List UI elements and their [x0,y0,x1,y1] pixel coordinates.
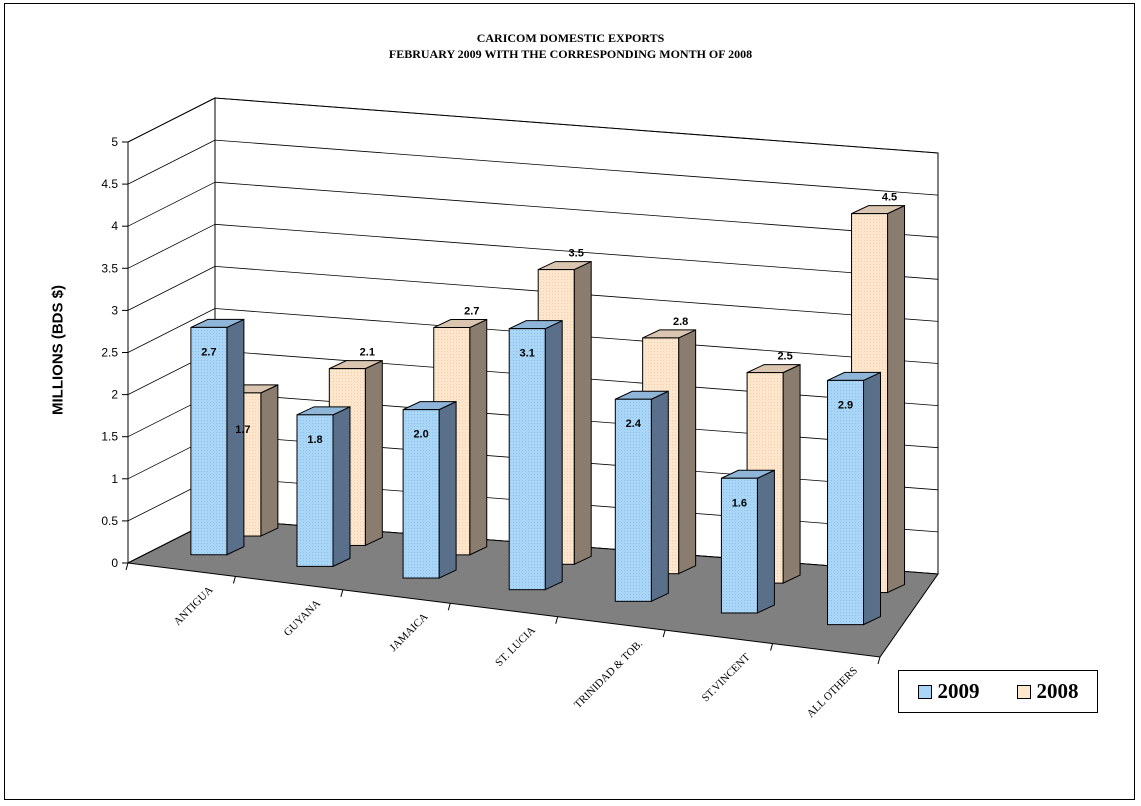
bar-2009-2-side [438,400,457,579]
bar-2009-3-side [544,319,563,591]
y-tick-label: 3 [111,303,118,317]
bar-2009-5-side [756,469,775,614]
bar-2009-6 [827,379,865,626]
gridline-side [127,139,216,185]
data-label-2008: 2.1 [360,347,375,359]
x-tick [125,562,129,571]
data-label-2009: 2.0 [413,429,428,441]
x-tick [232,576,236,584]
bar-2009-4-side [650,390,669,603]
x-category-label: ST.VINCENT [700,651,753,704]
legend-swatch-2009 [917,684,932,699]
gridline-back [214,139,939,196]
legend: 2009 2008 [898,670,1098,713]
y-tick-label: 0.5 [101,514,118,528]
y-tick-label: 4 [111,219,118,233]
x-category-label: JAMAICA [387,611,430,654]
y-tick-label: 2.5 [101,346,118,360]
gridline-side [127,308,216,353]
chart-title-block: CARICOM DOMESTIC EXPORTS FEBRUARY 2009 W… [0,30,1141,62]
gridline-back [214,97,939,154]
data-label-2008: 2.7 [464,306,479,318]
y-tick-label: 4.5 [101,177,118,191]
data-label-2009: 2.7 [201,346,216,358]
gridline-side [127,223,216,269]
bar-2009-4 [614,398,652,602]
bar-2009-0 [190,326,228,556]
bar-2009-1 [296,414,334,567]
bar-2008-2-side [469,318,488,556]
x-tick [770,643,774,651]
x-tick [447,603,451,611]
x-category-label: ST. LUCIA [493,624,538,669]
chart-data-labels: 1.7 2.1 2.7 3.5 2.8 2.5 4.5 2.7 1.8 2.0 3.1 2.4 1.6 2… [201,192,897,510]
gridline-side [127,266,216,311]
y-tick-label: 0 [111,556,118,570]
y-tick-label: 1 [111,472,118,486]
chart-subtitle: FEBRUARY 2009 WITH THE CORRESPONDING MON… [388,47,753,61]
x-tick [662,630,666,638]
x-tick [555,616,559,624]
data-label-2009: 1.6 [732,497,747,509]
bar-2009-3 [508,328,546,591]
x-tick [340,589,344,597]
bar-2008-0-side [260,384,279,537]
data-label-2009: 2.4 [626,418,642,430]
data-label-2008: 3.5 [569,248,584,260]
bar-2008-4-side [678,329,697,575]
data-label-2008: 2.5 [777,351,792,363]
gridline-side [127,97,216,143]
gridline-side [127,181,216,227]
y-tick-label: 5 [111,135,118,149]
x-category-label: GUYANA [282,597,323,638]
bar-2009-6-side [863,371,882,626]
legend-item-2008: 2008 [1016,679,1079,704]
bar-2009-5 [720,477,758,614]
gridline-back [214,181,939,238]
data-label-2009: 1.8 [307,434,322,446]
gridline-back [214,223,939,280]
x-tick [877,656,881,665]
bar-2008-1-side [364,359,383,547]
y-tick-label: 2 [111,388,118,402]
chart-title: CARICOM DOMESTIC EXPORTS [476,31,665,45]
data-label-2008: 4.5 [882,192,897,204]
data-label-2009: 2.9 [838,399,853,411]
x-category-label: ANTIGUA [172,584,216,628]
y-tick-label: 1.5 [101,430,118,444]
data-label-2009: 3.1 [520,348,535,360]
legend-label-2009: 2009 [937,679,980,703]
bar-2008-3-side [573,260,592,566]
legend-label-2008: 2008 [1036,679,1079,703]
bar-2009-2 [402,409,440,579]
legend-swatch-2008 [1016,684,1031,699]
bar-2009-0-side [226,318,245,556]
y-tick-label: 3.5 [101,261,118,275]
chart-bars [190,204,906,626]
bar-2008-6-side [887,204,906,594]
x-category-label: ALL OTHERS [805,665,861,721]
bar-2009-1-side [332,406,351,568]
bar-2008-5-side [782,363,801,584]
x-category-label: TRINIDAD & TOB. [572,638,645,711]
data-label-2008: 2.8 [673,316,688,328]
legend-item-2009: 2009 [917,679,980,704]
data-label-2008: 1.7 [235,424,250,436]
